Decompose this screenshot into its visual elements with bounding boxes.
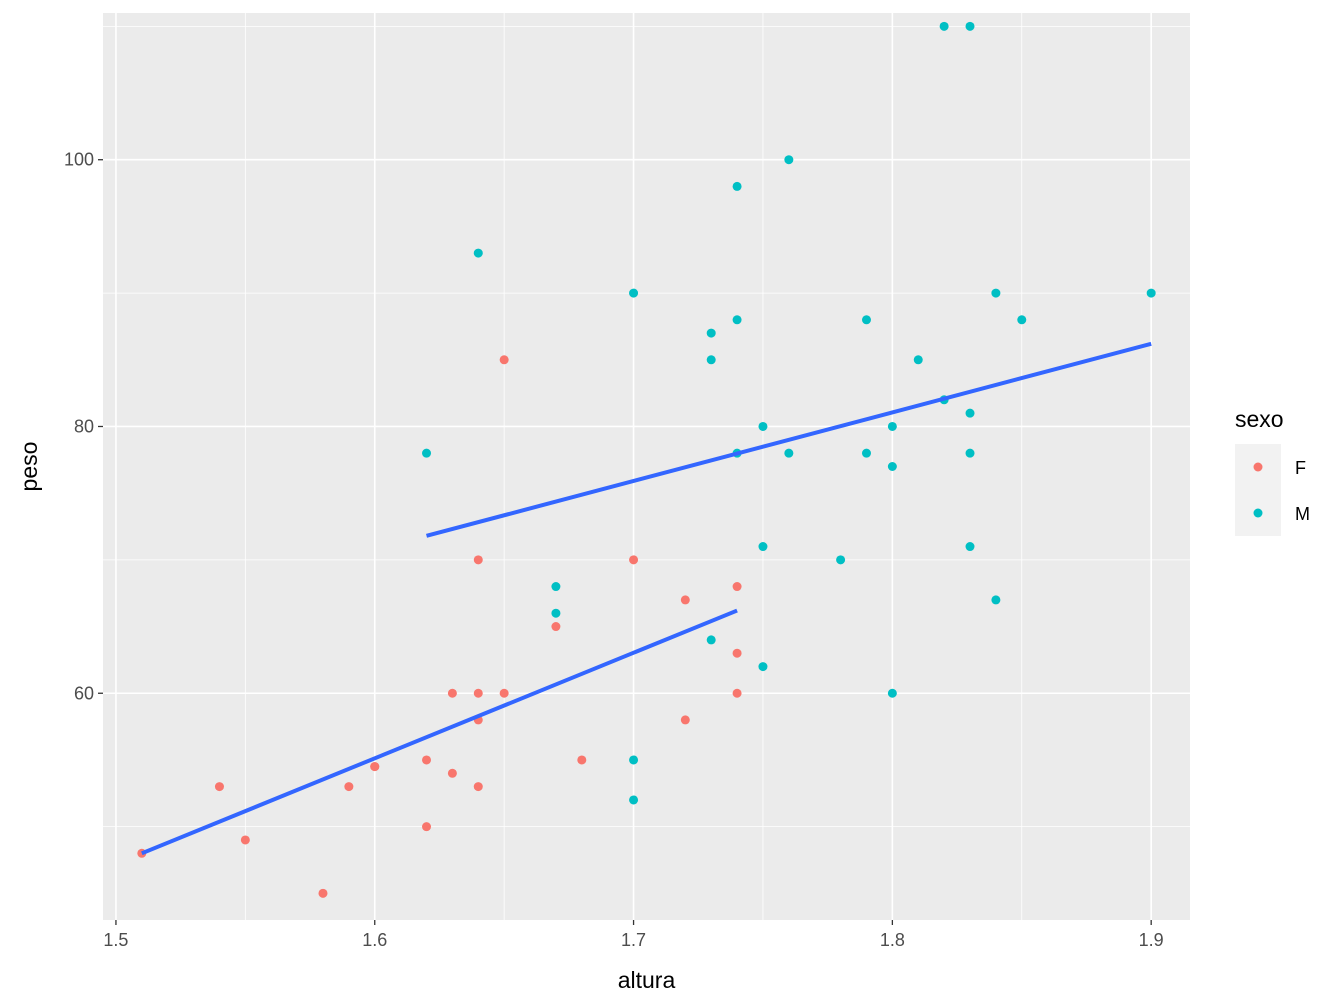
legend-entries: FM xyxy=(1253,458,1310,524)
data-point-m xyxy=(551,608,561,618)
x-tick-label: 1.5 xyxy=(103,930,128,950)
legend-title: sexo xyxy=(1235,406,1284,432)
legend-key-f xyxy=(1253,462,1263,472)
y-axis: 60 80 100 xyxy=(64,150,103,703)
x-tick-label: 1.9 xyxy=(1139,930,1164,950)
data-point-m xyxy=(913,355,923,365)
x-tick-label: 1.7 xyxy=(621,930,646,950)
data-point-m xyxy=(836,555,846,565)
data-point-m xyxy=(758,662,768,672)
x-axis-title: altura xyxy=(618,967,676,993)
data-point-m xyxy=(887,688,897,698)
data-point-m xyxy=(887,421,897,431)
data-point-m xyxy=(706,355,716,365)
data-point-m xyxy=(473,248,483,258)
data-point-f xyxy=(422,755,432,765)
data-point-m xyxy=(422,448,432,458)
data-point-m xyxy=(784,155,794,165)
data-point-m xyxy=(551,582,561,592)
x-axis: 1.5 1.6 1.7 1.8 1.9 xyxy=(103,920,1164,950)
x-tick-label: 1.6 xyxy=(362,930,387,950)
data-point-f xyxy=(577,755,587,765)
data-point-f xyxy=(344,782,354,792)
data-point-f xyxy=(680,715,690,725)
data-point-m xyxy=(887,462,897,471)
data-point-m xyxy=(965,542,975,552)
data-point-m xyxy=(861,448,871,458)
data-point-f xyxy=(499,688,509,698)
data-point-f xyxy=(370,762,380,772)
data-point-f xyxy=(629,555,639,565)
fit-line-m xyxy=(425,341,1152,538)
data-point-m xyxy=(991,288,1001,298)
data-point-f xyxy=(214,782,224,792)
data-point-m xyxy=(1017,315,1027,325)
data-point-m xyxy=(1146,288,1156,298)
legend-key-m xyxy=(1253,508,1263,518)
y-tick-label: 80 xyxy=(74,416,94,436)
x-tick-label: 1.8 xyxy=(880,930,905,950)
data-point-f xyxy=(447,768,457,778)
minor-gridlines xyxy=(103,13,1190,920)
data-point-m xyxy=(965,448,975,458)
data-point-f xyxy=(732,648,742,658)
y-tick-label: 100 xyxy=(64,150,94,170)
data-point-f xyxy=(551,622,561,632)
data-point-f xyxy=(473,555,483,565)
data-point-m xyxy=(629,755,639,765)
legend-label-f: F xyxy=(1295,458,1306,478)
data-point-m xyxy=(732,315,742,325)
data-point-f xyxy=(240,835,250,845)
data-point-f xyxy=(732,582,742,592)
data-point-m xyxy=(965,408,975,418)
data-point-m xyxy=(758,542,768,552)
data-point-f xyxy=(473,782,483,792)
data-point-m xyxy=(706,328,716,338)
data-point-f xyxy=(732,688,742,698)
data-point-m xyxy=(784,448,794,458)
data-point-m xyxy=(629,288,639,298)
data-point-m xyxy=(758,421,768,431)
data-point-m xyxy=(732,181,742,191)
data-point-f xyxy=(318,888,328,898)
fit-line-f xyxy=(141,608,738,856)
data-point-f xyxy=(680,595,690,605)
data-point-m xyxy=(991,595,1001,605)
data-point-m xyxy=(861,315,871,325)
y-axis-title: peso xyxy=(16,442,42,492)
data-point-m xyxy=(965,21,975,31)
data-point-m xyxy=(629,795,639,805)
data-point-f xyxy=(447,688,457,698)
data-point-f xyxy=(499,355,509,365)
data-point-m xyxy=(939,21,949,31)
legend-key-background xyxy=(1235,444,1281,536)
data-point-m xyxy=(706,635,716,645)
legend: sexo FM xyxy=(1235,406,1310,536)
fit-lines xyxy=(141,341,1152,856)
plot-panel xyxy=(103,13,1190,920)
data-point-f xyxy=(422,822,432,832)
y-tick-label: 60 xyxy=(74,683,94,703)
data-point-f xyxy=(473,688,483,698)
legend-label-m: M xyxy=(1295,504,1310,524)
data-points xyxy=(137,21,1156,898)
